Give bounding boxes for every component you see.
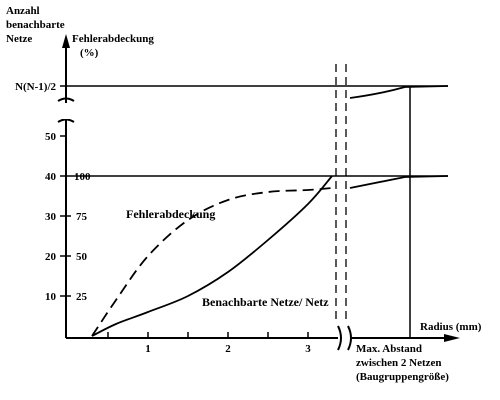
- ytick-left-30: 30: [45, 211, 57, 223]
- y-label-right-2: (%): [80, 47, 99, 59]
- x-break-mark-right: [347, 325, 352, 351]
- xtick-2: 2: [225, 343, 231, 355]
- y-ticks-right: [66, 215, 71, 297]
- curve-label-fehlerabdeckung: Fehlerabdeckung: [126, 207, 215, 221]
- xtick-3: 3: [305, 343, 311, 355]
- y-break-mark-bottom: [57, 118, 75, 123]
- y-label-left-3: Netze: [6, 33, 32, 45]
- ytick-left-10: 10: [45, 291, 57, 303]
- x-end-label-3: (Baugruppengröße): [356, 371, 449, 383]
- ytick-right-100: 100: [74, 171, 91, 183]
- y-label-left-2: benachbarte: [6, 19, 65, 31]
- break-curve-upper: [349, 85, 449, 99]
- y-break-gap: [60, 103, 72, 119]
- series-fehlerabdeckung: [91, 187, 333, 337]
- y-label-left-1: Anzahl: [6, 5, 40, 17]
- ytick-left-50: 50: [45, 131, 57, 143]
- ytick-right-75: 75: [76, 211, 88, 223]
- curve-label-benachbarte: Benachbarte Netze/ Netz: [202, 295, 329, 309]
- x-end-label-1: Max. Abstand: [356, 343, 422, 355]
- xtick-1: 1: [145, 343, 151, 355]
- y-label-right-1: Fehlerabdeckung: [72, 33, 154, 45]
- y-ticks-left: [60, 85, 66, 297]
- y-axis-arrow: [62, 34, 70, 48]
- x-ticks: [107, 332, 309, 338]
- ytick-right-25: 25: [76, 291, 88, 303]
- y-break-mark-top: [57, 97, 75, 102]
- x-axis-label: Radius (mm): [420, 321, 482, 333]
- ytick-right-50: 50: [76, 251, 88, 263]
- break-curve-middle: [349, 175, 449, 189]
- series-benachbarte-netze: [91, 175, 333, 337]
- x-axis-arrow: [444, 334, 460, 342]
- ytick-left-nn: N(N-1)/2: [15, 81, 56, 93]
- x-break-mark-left: [337, 325, 342, 351]
- x-end-label-2: zwischen 2 Netzen: [356, 357, 442, 369]
- ytick-left-40: 40: [45, 171, 57, 183]
- ytick-left-20: 20: [45, 251, 57, 263]
